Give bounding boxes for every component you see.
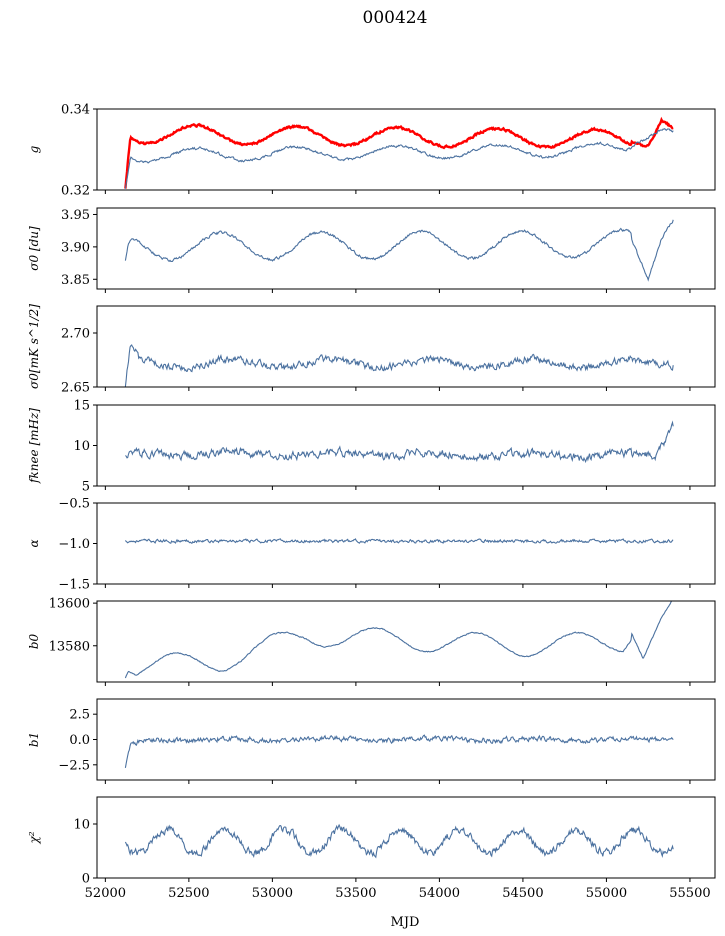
series-line-alpha-0 [124, 538, 674, 545]
x-tick-label: 52500 [168, 886, 209, 901]
y-tick-label: 15 [73, 399, 90, 414]
y-axis-label-sigma0_mk: σ0[mK s^1/2] [27, 304, 41, 389]
y-tick-label: 13580 [49, 639, 90, 654]
y-axis-label-b0: b0 [27, 633, 41, 649]
panel-frame [96, 796, 716, 879]
series-line-g-0 [124, 116, 674, 189]
series-line-chi2-0 [124, 823, 674, 859]
panel-frame [96, 305, 716, 388]
series-line-sigma0_mk-0 [124, 344, 674, 387]
series-line-fknee-0 [125, 420, 674, 464]
y-tick-label: −0.5 [58, 497, 90, 512]
panel-sigma0_du: 3.95 3.90 3.85 σ0 [du] [27, 207, 716, 293]
series-line-g-1 [124, 127, 674, 189]
x-tick-label: 54000 [419, 886, 460, 901]
y-axis-label-sigma0_du: σ0 [du] [27, 226, 41, 271]
x-tick-label: 54500 [502, 886, 543, 901]
figure-title: 000424 [363, 8, 428, 28]
y-tick-label: 0.0 [69, 733, 90, 748]
y-axis-label-alpha: α [27, 539, 41, 547]
x-tick-label: 53000 [252, 886, 293, 901]
y-axis-label-fknee: fknee [mHz] [27, 408, 41, 484]
panels-group: 0.34 0.32 g 3.95 3.90 3.85 σ0 [du] 2.70 2.65 σ0[m… [27, 103, 716, 901]
y-tick-label: 10 [73, 818, 90, 833]
panel-fknee: 15 10 5 fknee [mHz] [27, 399, 716, 495]
panel-b1: 2.5 0.0 −2.5 b1 [27, 698, 716, 784]
y-tick-label: 2.70 [61, 327, 90, 342]
x-tick-label: 52000 [85, 886, 126, 901]
y-tick-label: 0.34 [61, 103, 90, 118]
panel-b0: 13600 13580 b0 [27, 597, 716, 686]
y-tick-label: 10 [73, 439, 90, 454]
y-tick-label: 0.32 [61, 184, 90, 199]
panel-frame [96, 207, 716, 290]
y-tick-label: 5 [82, 480, 90, 495]
y-tick-label: 3.90 [61, 240, 90, 255]
panel-g: 0.34 0.32 g [27, 103, 716, 199]
y-tick-label: −1.5 [58, 578, 90, 593]
x-tick-label: 53500 [335, 886, 376, 901]
x-tick-label: 55000 [586, 886, 627, 901]
y-tick-label: 3.95 [61, 208, 90, 223]
y-tick-label: −2.5 [58, 758, 90, 773]
panel-frame [96, 600, 716, 683]
x-axis-label: MJD [391, 915, 420, 930]
panel-frame [96, 404, 716, 487]
y-tick-label: 3.85 [61, 273, 90, 288]
series-line-b0-0 [124, 601, 673, 679]
y-tick-label: 13600 [49, 597, 90, 612]
y-tick-label: 0 [82, 872, 90, 887]
panel-frame [96, 502, 716, 585]
panel-sigma0_mk: 2.70 2.65 σ0[mK s^1/2] [27, 304, 716, 396]
y-tick-label: −1.0 [58, 537, 90, 552]
y-axis-label-g: g [27, 145, 41, 153]
panel-frame [96, 108, 716, 191]
series-line-sigma0_du-0 [124, 219, 674, 282]
y-tick-label: 2.5 [69, 708, 90, 723]
y-tick-label: 2.65 [61, 381, 90, 396]
y-axis-label-chi2: χ² [27, 831, 41, 844]
panel-alpha: −0.5 −1.0 −1.5 α [27, 497, 716, 593]
series-line-b1-0 [124, 734, 674, 768]
x-tick-label: 55500 [669, 886, 710, 901]
y-axis-label-b1: b1 [27, 732, 41, 747]
